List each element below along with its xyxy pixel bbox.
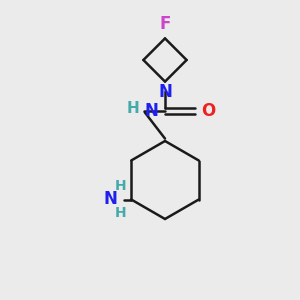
- Text: F: F: [159, 15, 171, 33]
- Text: H: H: [115, 179, 127, 193]
- Text: N: N: [145, 102, 159, 120]
- Text: H: H: [115, 206, 127, 220]
- Text: N: N: [104, 190, 118, 208]
- Text: H: H: [127, 101, 140, 116]
- Text: N: N: [158, 83, 172, 101]
- Text: O: O: [202, 102, 216, 120]
